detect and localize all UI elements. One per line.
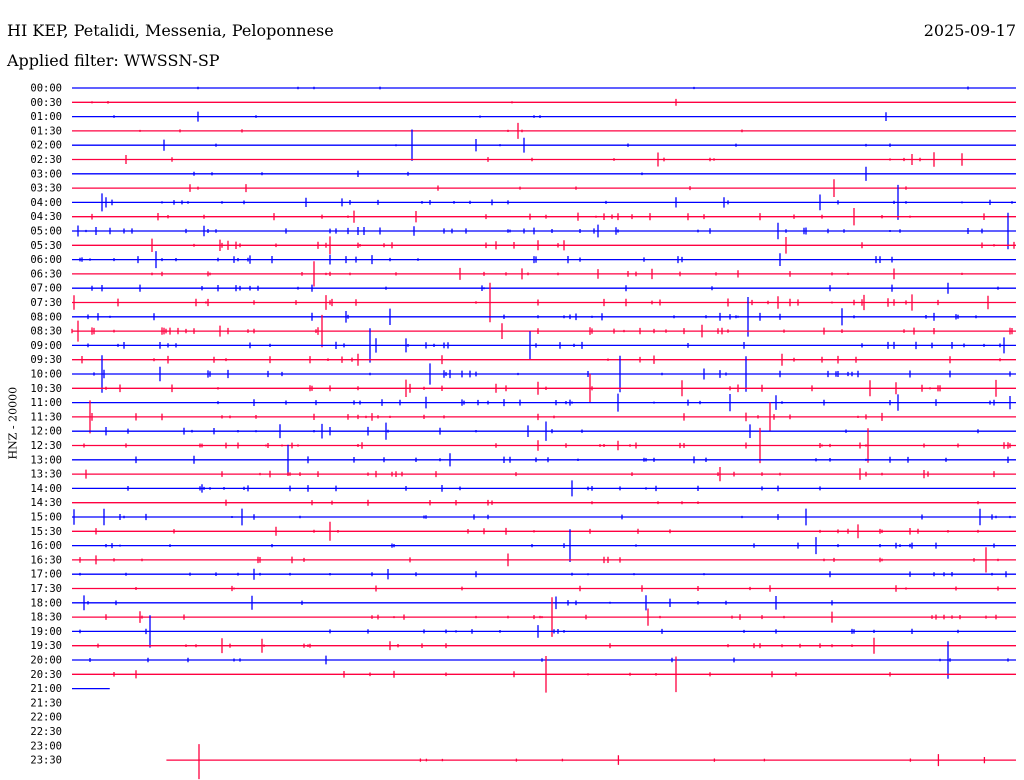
row-time-label: 04:00 bbox=[30, 197, 62, 209]
trace-row-1530 bbox=[72, 521, 1016, 541]
trace-row-0500 bbox=[72, 212, 1016, 250]
trace-row-1800 bbox=[72, 595, 1016, 611]
trace-row-0630 bbox=[72, 261, 1016, 287]
trace-row-0700 bbox=[72, 282, 1016, 294]
trace-row-1900 bbox=[72, 615, 1016, 648]
trace-row-1230 bbox=[72, 427, 1016, 464]
trace-row-1730 bbox=[72, 585, 1016, 592]
station-title: HI KEP, Petalidi, Messenia, Peloponnese bbox=[7, 21, 334, 40]
row-time-label: 02:00 bbox=[30, 140, 62, 152]
trace-row-0230 bbox=[72, 152, 1016, 167]
trace-row-0200 bbox=[72, 129, 1016, 161]
row-time-label: 22:30 bbox=[30, 726, 62, 738]
trace-row-1000 bbox=[72, 355, 1016, 393]
filter-label: Applied filter: WWSSN-SP bbox=[7, 51, 220, 70]
row-time-label: 02:30 bbox=[30, 154, 62, 166]
trace-row-0930 bbox=[72, 353, 1016, 366]
trace-row-0300 bbox=[72, 166, 1016, 181]
row-time-label: 12:00 bbox=[30, 426, 62, 438]
trace-row-1130 bbox=[72, 400, 1016, 434]
row-time-label: 19:00 bbox=[30, 626, 62, 638]
row-time-label: 06:30 bbox=[30, 268, 62, 280]
row-time-label: 12:30 bbox=[30, 440, 62, 452]
row-time-label: 09:30 bbox=[30, 354, 62, 366]
row-time-label: 14:00 bbox=[30, 483, 62, 495]
trace-row-1330 bbox=[72, 467, 1016, 482]
trace-row-1100 bbox=[72, 393, 1016, 412]
trace-row-0330 bbox=[72, 179, 1016, 197]
trace-row-1700 bbox=[72, 568, 1016, 580]
trace-row-1400 bbox=[72, 480, 1016, 497]
row-time-label: 19:30 bbox=[30, 640, 62, 652]
row-time-label: 03:30 bbox=[30, 183, 62, 195]
row-time-label: 13:30 bbox=[30, 469, 62, 481]
row-time-label: 16:30 bbox=[30, 554, 62, 566]
trace-row-1300 bbox=[72, 444, 1016, 475]
trace-row-0600 bbox=[72, 251, 1016, 269]
row-time-label: 21:30 bbox=[30, 697, 62, 709]
row-time-label: 18:00 bbox=[30, 597, 62, 609]
row-time-label: 07:30 bbox=[30, 297, 62, 309]
row-time-label: 20:30 bbox=[30, 669, 62, 681]
trace-row-1500 bbox=[72, 508, 1016, 526]
row-time-label: 17:00 bbox=[30, 569, 62, 581]
row-time-label: 07:00 bbox=[30, 283, 62, 295]
row-time-label: 09:00 bbox=[30, 340, 62, 352]
row-time-label: 00:00 bbox=[30, 83, 62, 95]
trace-row-1430 bbox=[72, 499, 1016, 506]
trace-row-0730 bbox=[72, 282, 1016, 323]
row-time-label: 10:30 bbox=[30, 383, 62, 395]
row-time-label: 10:00 bbox=[30, 369, 62, 381]
row-time-label: 04:30 bbox=[30, 211, 62, 223]
date-label: 2025-09-17 bbox=[923, 21, 1016, 40]
trace-row-1200 bbox=[72, 421, 1016, 441]
trace-row-2030 bbox=[72, 656, 1016, 693]
row-time-label: 11:00 bbox=[30, 397, 62, 409]
trace-row-0800 bbox=[72, 297, 1016, 337]
row-time-label: 14:30 bbox=[30, 497, 62, 509]
trace-row-1030 bbox=[72, 373, 1016, 403]
row-time-label: 18:30 bbox=[30, 612, 62, 624]
row-time-label: 23:30 bbox=[30, 755, 62, 767]
row-time-label: 13:00 bbox=[30, 454, 62, 466]
trace-row-2000 bbox=[72, 641, 1016, 679]
trace-row-0530 bbox=[72, 236, 1016, 255]
row-time-label: 08:30 bbox=[30, 326, 62, 338]
row-time-label: 17:30 bbox=[30, 583, 62, 595]
trace-row-0030 bbox=[72, 98, 1016, 106]
row-time-label: 22:00 bbox=[30, 712, 62, 724]
trace-row-1600 bbox=[72, 529, 1016, 562]
row-time-label: 20:00 bbox=[30, 655, 62, 667]
trace-row-0830 bbox=[71, 314, 1016, 348]
trace-row-0130 bbox=[72, 122, 1016, 139]
row-time-label: 01:30 bbox=[30, 125, 62, 137]
trace-row-0000 bbox=[72, 86, 1016, 90]
trace-row-0430 bbox=[72, 208, 1016, 226]
trace-row-2330 bbox=[166, 744, 1016, 780]
row-time-label: 01:00 bbox=[30, 111, 62, 123]
row-time-label: 16:00 bbox=[30, 540, 62, 552]
trace-row-1830 bbox=[72, 597, 1016, 637]
row-time-label: 06:00 bbox=[30, 254, 62, 266]
trace-row-1930 bbox=[72, 637, 1016, 654]
row-time-label: 15:30 bbox=[30, 526, 62, 538]
row-time-label: 05:00 bbox=[30, 226, 62, 238]
trace-row-1630 bbox=[72, 547, 1016, 573]
row-time-label: 15:00 bbox=[30, 512, 62, 524]
row-time-label: 21:00 bbox=[30, 683, 62, 695]
trace-row-0900 bbox=[72, 328, 1016, 363]
row-time-label: 03:00 bbox=[30, 168, 62, 180]
trace-row-0100 bbox=[72, 111, 1016, 122]
trace-row-0400 bbox=[72, 184, 1016, 220]
row-time-label: 08:00 bbox=[30, 311, 62, 323]
row-time-label: 23:00 bbox=[30, 740, 62, 752]
row-time-label: 11:30 bbox=[30, 411, 62, 423]
row-time-label: 05:30 bbox=[30, 240, 62, 252]
row-time-label: 00:30 bbox=[30, 97, 62, 109]
